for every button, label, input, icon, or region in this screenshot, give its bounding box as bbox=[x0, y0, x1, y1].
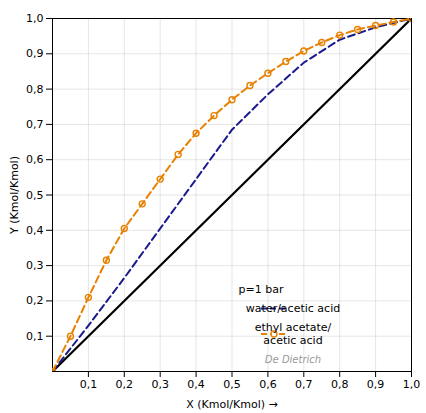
svg-text:Y (Kmol/Kmol): Y (Kmol/Kmol) bbox=[8, 156, 21, 235]
svg-text:water/acetic acid: water/acetic acid bbox=[246, 302, 340, 315]
svg-text:0,2: 0,2 bbox=[116, 378, 134, 391]
svg-text:0,1: 0,1 bbox=[26, 330, 44, 343]
svg-text:0,8: 0,8 bbox=[26, 83, 44, 96]
svg-text:p=1 bar: p=1 bar bbox=[239, 283, 284, 296]
svg-text:X (Kmol/Kmol) →: X (Kmol/Kmol) → bbox=[186, 398, 277, 411]
svg-text:0,5: 0,5 bbox=[223, 378, 241, 391]
svg-text:0,6: 0,6 bbox=[26, 153, 44, 166]
svg-text:0,9: 0,9 bbox=[26, 47, 44, 60]
svg-text:ethyl acetate/acetic acid: ethyl acetate/acetic acid bbox=[255, 321, 332, 347]
svg-text:1,0: 1,0 bbox=[26, 12, 44, 25]
svg-text:0,3: 0,3 bbox=[26, 259, 44, 272]
svg-text:0,8: 0,8 bbox=[331, 378, 349, 391]
svg-text:0,4: 0,4 bbox=[26, 224, 44, 237]
svg-text:0,3: 0,3 bbox=[151, 378, 169, 391]
svg-text:0,7: 0,7 bbox=[295, 378, 313, 391]
svg-text:0,4: 0,4 bbox=[187, 378, 205, 391]
svg-text:0,7: 0,7 bbox=[26, 118, 44, 131]
svg-text:De Dietrich: De Dietrich bbox=[265, 354, 321, 365]
svg-text:1,0: 1,0 bbox=[403, 378, 421, 391]
svg-text:0,1: 0,1 bbox=[80, 378, 98, 391]
svg-text:0,9: 0,9 bbox=[367, 378, 385, 391]
svg-text:0,6: 0,6 bbox=[259, 378, 277, 391]
svg-text:0,2: 0,2 bbox=[26, 294, 44, 307]
svg-text:0,5: 0,5 bbox=[26, 189, 44, 202]
